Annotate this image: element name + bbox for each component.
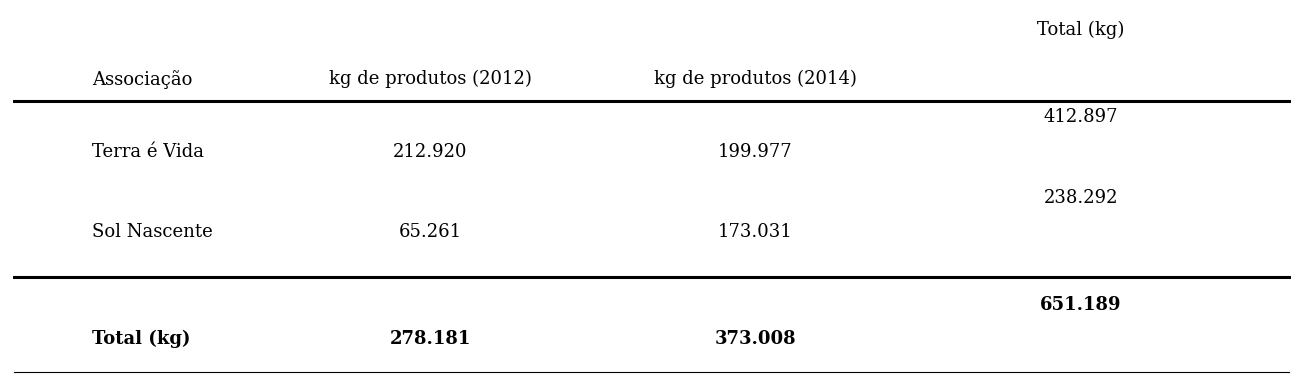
Text: kg de produtos (2012): kg de produtos (2012) <box>330 70 532 89</box>
Text: Terra é Vida: Terra é Vida <box>93 143 205 161</box>
Text: Associação: Associação <box>93 70 193 89</box>
Text: Total (kg): Total (kg) <box>1037 20 1124 39</box>
Text: 238.292: 238.292 <box>1044 189 1118 207</box>
Text: 65.261: 65.261 <box>399 223 463 241</box>
Text: 278.181: 278.181 <box>390 330 472 348</box>
Text: Sol Nascente: Sol Nascente <box>93 223 214 241</box>
Text: 199.977: 199.977 <box>718 143 792 161</box>
Text: 373.008: 373.008 <box>715 330 796 348</box>
Text: 412.897: 412.897 <box>1044 109 1118 126</box>
Text: 173.031: 173.031 <box>718 223 794 241</box>
Text: 212.920: 212.920 <box>394 143 468 161</box>
Text: Total (kg): Total (kg) <box>93 330 192 348</box>
Text: 651.189: 651.189 <box>1040 296 1122 314</box>
Text: kg de produtos (2014): kg de produtos (2014) <box>654 70 857 89</box>
